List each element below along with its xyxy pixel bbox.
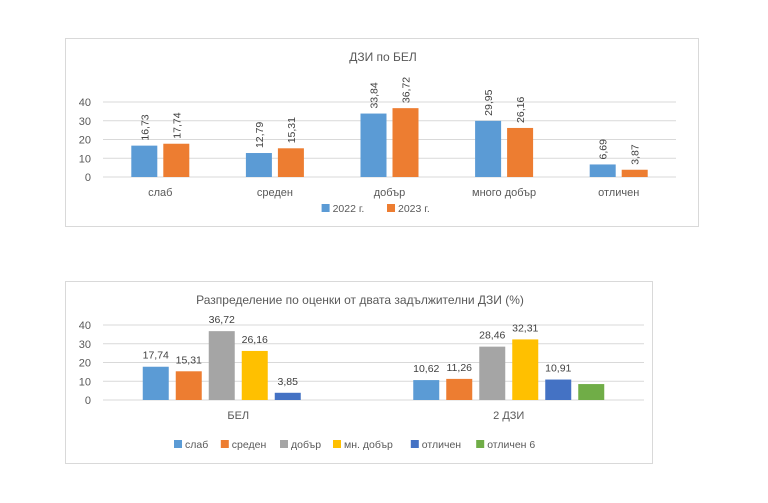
bar-отличен-6 [578,384,605,400]
data-label: 10,62 [413,363,439,375]
chart-title: ДЗИ по БЕЛ [349,50,417,64]
x-category-label: много добър [472,187,536,199]
legend-item: среден [220,439,267,451]
data-label: 17,74 [171,112,183,138]
x-category-label: 2 ДЗИ [493,410,524,422]
data-label: 10,91 [545,363,571,375]
data-label: 33,84 [369,82,381,108]
data-label: 28,46 [479,330,505,342]
legend-item: отличен 6 [476,439,535,451]
data-label: 6,69 [598,139,610,160]
data-label: 16,73 [139,114,151,140]
bar-2023-г- [507,127,534,177]
chart-dzi-bel-svg: ДЗИ по БЕЛ 0 10 20 30 40 16,73 17,74 12,79 15,3… [79,50,676,215]
bar-2022-г- [360,113,387,177]
bar-слаб [413,380,440,400]
x-category-label: отличен [598,187,639,199]
legend-item: отличен [410,439,461,451]
chart-distribution-two-dzi: Разпределение по оценки от двата задължи… [65,281,653,464]
data-label: 26,16 [515,97,527,123]
y-tick-label: 10 [79,153,91,165]
bar-2023-г- [163,143,190,177]
legend-swatch [174,440,182,448]
legend-label: отличен 6 [487,439,535,451]
bar-2022-г- [589,164,616,177]
legend-swatch [220,440,229,448]
legend-item: 2022 г. [321,203,365,215]
data-label: 3,85 [278,376,299,388]
data-label: 26,16 [242,334,268,346]
data-label: 15,31 [176,354,202,366]
y-tick-label: 40 [79,97,91,109]
legend-label: слаб [185,439,208,451]
y-tick-label: 30 [79,339,91,351]
y-tick-label: 20 [79,358,91,370]
data-label: 11,26 [447,362,473,374]
legend-label: 2023 г. [398,203,430,215]
legend-swatch [476,440,485,448]
chart-title: Разпределение по оценки от двата задължи… [196,293,524,307]
legend-label: среден [232,439,267,451]
legend-label: добър [291,439,321,451]
y-tick-label: 30 [79,116,91,128]
bar-2022-г- [475,120,502,177]
data-label: 3,87 [630,144,642,165]
data-label: 17,74 [143,350,169,362]
x-category-label: добър [374,187,405,199]
bar-отличен [274,392,301,400]
legend-label: мн. добър [344,439,393,451]
data-label: 36,72 [401,77,413,103]
legend-item: слаб [174,439,208,451]
chart-dzi-bel: ДЗИ по БЕЛ 0 10 20 30 40 16,73 17,74 12,79 15,3… [65,38,699,227]
legend-item: мн. добър [333,439,393,451]
bar-мн--добър [241,350,268,400]
x-category-label: слаб [148,187,172,199]
legend-item: добър [280,439,321,451]
chart-distribution-svg: Разпределение по оценки от двата задължи… [79,293,644,451]
legend-label: отличен [422,439,461,451]
legend-swatch [321,204,330,212]
data-label: 15,31 [286,117,298,143]
data-label: 36,72 [209,314,235,326]
x-category-label: среден [257,187,293,199]
legend-swatch [387,204,395,212]
data-label: 12,79 [254,122,266,148]
bar-2023-г- [392,108,419,177]
y-tick-label: 40 [79,320,91,332]
y-tick-label: 0 [85,172,91,184]
bar-среден [175,371,202,400]
bar-2022-г- [245,153,272,177]
bar-2023-г- [621,169,648,177]
x-category-label: БЕЛ [227,410,249,422]
bar-отличен [545,379,572,400]
legend-swatch [280,440,288,448]
y-tick-label: 0 [85,395,91,407]
y-tick-label: 20 [79,135,91,147]
bar-добър [479,346,506,400]
legend-item: 2023 г. [387,203,430,215]
data-label: 32,31 [512,322,538,334]
bar-мн--добър [512,339,539,400]
bar-среден [446,378,473,400]
legend-swatch [410,440,419,448]
data-label: 29,95 [483,89,495,115]
y-tick-label: 10 [79,376,91,388]
bar-2023-г- [277,148,304,177]
legend-swatch [333,440,341,448]
bar-2022-г- [131,145,158,177]
legend-label: 2022 г. [333,203,365,215]
bar-добър [208,331,235,400]
bar-слаб [142,366,169,400]
